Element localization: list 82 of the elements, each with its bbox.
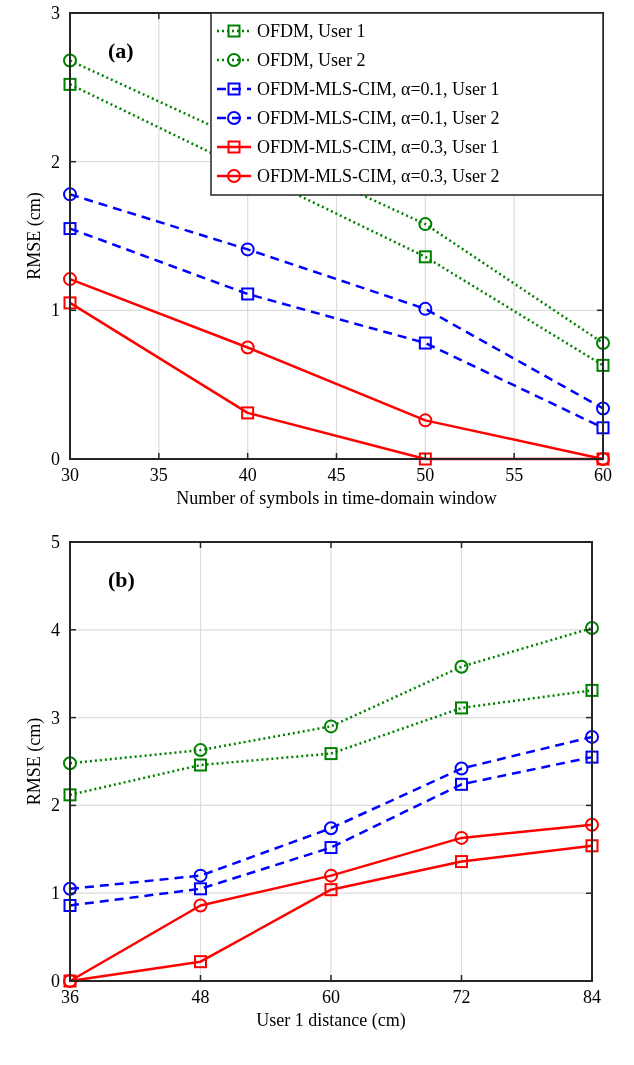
- point: [418, 452, 432, 466]
- x-tick-label: 84: [583, 987, 601, 1007]
- point: [585, 683, 599, 697]
- y-tick-label: 3: [51, 707, 60, 728]
- point: [454, 659, 469, 674]
- x-tick-label: 30: [61, 465, 79, 485]
- x-tick-label: 35: [149, 465, 168, 485]
- point: [193, 743, 208, 758]
- y-tick-label: 1: [51, 300, 60, 321]
- point: [240, 242, 255, 257]
- point: [596, 421, 610, 435]
- y-axis-title: RMSE (cm): [24, 192, 45, 280]
- point: [454, 830, 469, 845]
- point: [418, 413, 433, 428]
- y-tick-label: 5: [51, 532, 60, 552]
- x-tick-label: 60: [322, 987, 340, 1007]
- point: [324, 868, 338, 883]
- legend-label: OFDM-MLS-CIM, α=0.3, User 2: [257, 166, 500, 186]
- legend-label: OFDM-MLS-CIM, α=0.1, User 1: [257, 79, 500, 99]
- point: [193, 868, 208, 883]
- point: [63, 272, 77, 287]
- point: [324, 883, 338, 897]
- y-tick-label: 0: [51, 449, 60, 469]
- point: [63, 788, 77, 802]
- point: [418, 301, 433, 316]
- x-tick-label: 40: [238, 465, 257, 485]
- point: [63, 77, 77, 91]
- point: [418, 250, 432, 264]
- x-tick-label: 60: [594, 465, 612, 485]
- point: [194, 758, 207, 772]
- y-tick-label: 2: [51, 795, 60, 816]
- point: [63, 53, 77, 68]
- point: [585, 729, 599, 744]
- legend-label: OFDM, User 1: [257, 21, 366, 41]
- legend-label: OFDM-MLS-CIM, α=0.3, User 1: [257, 137, 500, 157]
- point: [240, 340, 255, 355]
- y-tick-label: 0: [51, 971, 60, 991]
- legend-label: OFDM-MLS-CIM, α=0.1, User 2: [257, 108, 500, 128]
- x-axis-title: User 1 distance (cm): [256, 1010, 406, 1031]
- x-tick-label: 36: [61, 987, 79, 1007]
- x-axis-title: Number of symbols in time-domain window: [176, 488, 497, 508]
- annotation: (a): [108, 38, 134, 63]
- point: [63, 222, 77, 236]
- point: [585, 750, 599, 764]
- x-tick-label: 55: [505, 465, 524, 485]
- point: [63, 756, 77, 771]
- point: [596, 336, 610, 351]
- point: [596, 401, 610, 416]
- point: [194, 882, 207, 896]
- annotation: (b): [108, 567, 135, 592]
- point: [324, 821, 338, 836]
- point: [63, 881, 77, 896]
- point: [455, 855, 468, 869]
- x-tick-label: 45: [327, 465, 346, 485]
- point: [418, 336, 432, 350]
- y-axis-title: RMSE (cm): [24, 717, 45, 806]
- point: [585, 621, 599, 636]
- point: [596, 358, 610, 372]
- point: [324, 841, 338, 855]
- point: [63, 296, 77, 310]
- point: [585, 817, 599, 832]
- point: [455, 701, 468, 715]
- point: [455, 777, 468, 791]
- point: [418, 217, 433, 232]
- legend-label: OFDM, User 2: [257, 50, 366, 70]
- y-tick-label: 3: [51, 3, 60, 23]
- y-tick-label: 1: [51, 883, 60, 904]
- point: [241, 287, 255, 301]
- point: [324, 747, 338, 761]
- point: [63, 187, 77, 202]
- point: [194, 955, 207, 969]
- point: [454, 761, 469, 776]
- x-tick-label: 48: [191, 987, 210, 1007]
- point: [241, 406, 255, 420]
- y-tick-label: 4: [51, 619, 60, 640]
- point: [193, 898, 208, 913]
- point: [63, 898, 77, 912]
- point: [324, 719, 338, 734]
- x-tick-label: 50: [416, 465, 435, 485]
- point: [585, 839, 599, 853]
- y-tick-label: 2: [51, 151, 60, 172]
- x-tick-label: 72: [452, 987, 471, 1007]
